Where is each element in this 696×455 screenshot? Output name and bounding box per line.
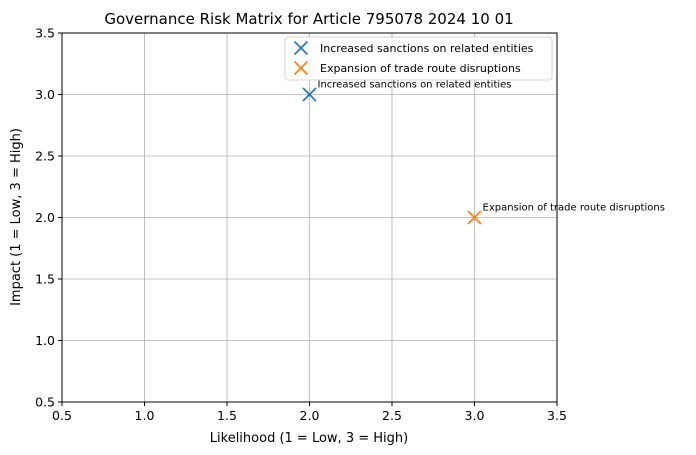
legend-entry: Expansion of trade route disruptions <box>293 60 521 76</box>
x-axis-label: Likelihood (1 = Low, 3 = High) <box>210 431 408 446</box>
y-tick-label: 3.0 <box>35 87 55 102</box>
point-annotation: Increased sanctions on related entities <box>318 80 512 91</box>
legend: Increased sanctions on related entities E… <box>284 36 553 81</box>
x-tick-label: 3.5 <box>547 408 567 423</box>
y-tick-label: 1.5 <box>35 272 55 287</box>
y-tick-label: 1.0 <box>35 333 55 348</box>
x-tick-label: 1.0 <box>135 408 155 423</box>
data-point-2 <box>467 210 482 225</box>
legend-entry: Increased sanctions on related entities <box>293 40 534 56</box>
y-tick-label: 3.5 <box>35 26 55 41</box>
y-tick-label: 2.0 <box>35 210 55 225</box>
data-point-1 <box>302 87 317 102</box>
y-axis-label: Impact (1 = Low, 3 = High) <box>9 128 24 306</box>
x-tick-label: 3.0 <box>465 408 485 423</box>
x-tick-label: 0.5 <box>52 408 72 423</box>
legend-label: Expansion of trade route disruptions <box>320 62 521 75</box>
legend-label: Increased sanctions on related entities <box>320 42 534 55</box>
point-annotation: Expansion of trade route disruptions <box>483 203 665 214</box>
data-points: Increased sanctions on related entities E… <box>302 80 665 225</box>
legend-box <box>284 36 553 81</box>
y-tick-label: 2.5 <box>35 149 55 164</box>
legend-marker <box>293 40 309 56</box>
chart-title: Governance Risk Matrix for Article 79507… <box>104 10 513 28</box>
x-tick-label: 2.5 <box>382 408 402 423</box>
y-tick-label: 0.5 <box>35 395 55 410</box>
legend-marker <box>293 60 309 76</box>
x-tick-label: 1.5 <box>217 408 237 423</box>
axis-ticks: 0.5 1.0 1.5 2.0 2.5 3.0 3.5 0.5 1.0 1.5 2.0 2.5 3.0 3… <box>35 26 567 424</box>
x-tick-label: 2.0 <box>300 408 320 423</box>
